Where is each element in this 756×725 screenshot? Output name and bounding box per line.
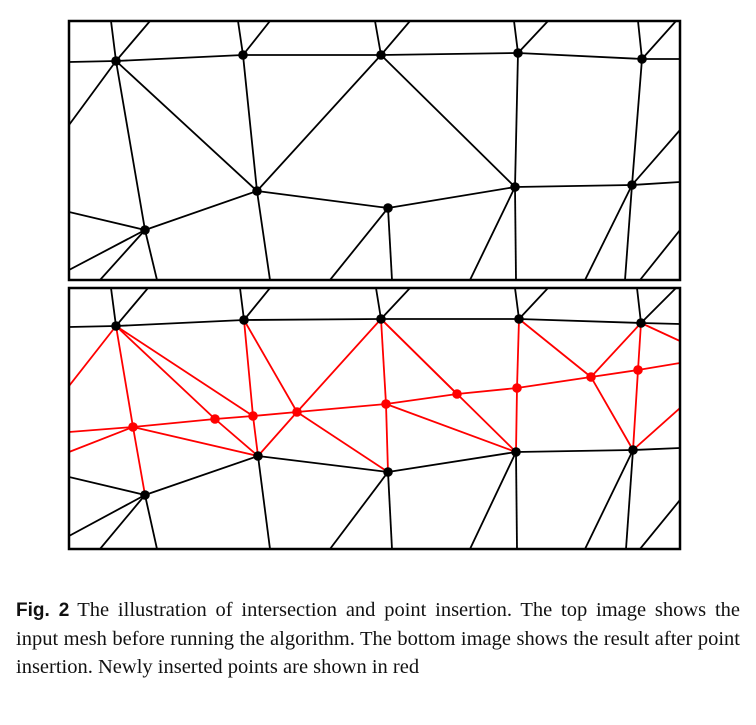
- inserted-point: [512, 383, 522, 393]
- mesh-vertex: [111, 56, 121, 66]
- inserted-point: [210, 414, 220, 424]
- mesh-vertex: [637, 54, 647, 64]
- inserted-point: [292, 407, 302, 417]
- figure-caption: Fig. 2 The illustration of intersection a…: [16, 596, 740, 681]
- mesh-vertex: [628, 445, 638, 455]
- bottom-panel-frame: [67, 286, 682, 551]
- top-panel-frame: [67, 19, 682, 282]
- mesh-vertex: [510, 182, 520, 192]
- mesh-figure: [67, 19, 682, 551]
- inserted-point: [452, 389, 462, 399]
- bottom-mesh-vertices: [111, 314, 646, 500]
- top-panel: [67, 19, 682, 282]
- mesh-vertex: [140, 490, 150, 500]
- top-mesh-vertices: [111, 48, 647, 235]
- inserted-point: [128, 422, 138, 432]
- inserted-points: [128, 365, 643, 432]
- top-mesh-edges: [69, 21, 680, 280]
- mesh-vertex: [253, 451, 263, 461]
- figure-label: Fig. 2: [16, 600, 70, 621]
- inserted-edges: [69, 318, 680, 496]
- mesh-vertex: [376, 50, 386, 60]
- bottom-panel: [67, 286, 682, 551]
- mesh-vertex: [383, 203, 393, 213]
- mesh-vertex: [140, 225, 150, 235]
- mesh-vertex: [238, 50, 248, 60]
- mesh-vertex: [239, 315, 249, 325]
- mesh-vertex: [376, 314, 386, 324]
- mesh-vertex: [511, 447, 521, 457]
- bottom-mesh-edges: [69, 288, 680, 549]
- mesh-vertex: [111, 321, 121, 331]
- mesh-vertex: [252, 186, 262, 196]
- mesh-vertex: [514, 314, 524, 324]
- mesh-vertex: [636, 318, 646, 328]
- inserted-point: [381, 399, 391, 409]
- inserted-point: [248, 411, 258, 421]
- mesh-vertex: [383, 467, 393, 477]
- mesh-vertex: [513, 48, 523, 58]
- inserted-point: [586, 372, 596, 382]
- inserted-point: [633, 365, 643, 375]
- mesh-vertex: [627, 180, 637, 190]
- caption-text: The illustration of intersection and poi…: [16, 599, 740, 678]
